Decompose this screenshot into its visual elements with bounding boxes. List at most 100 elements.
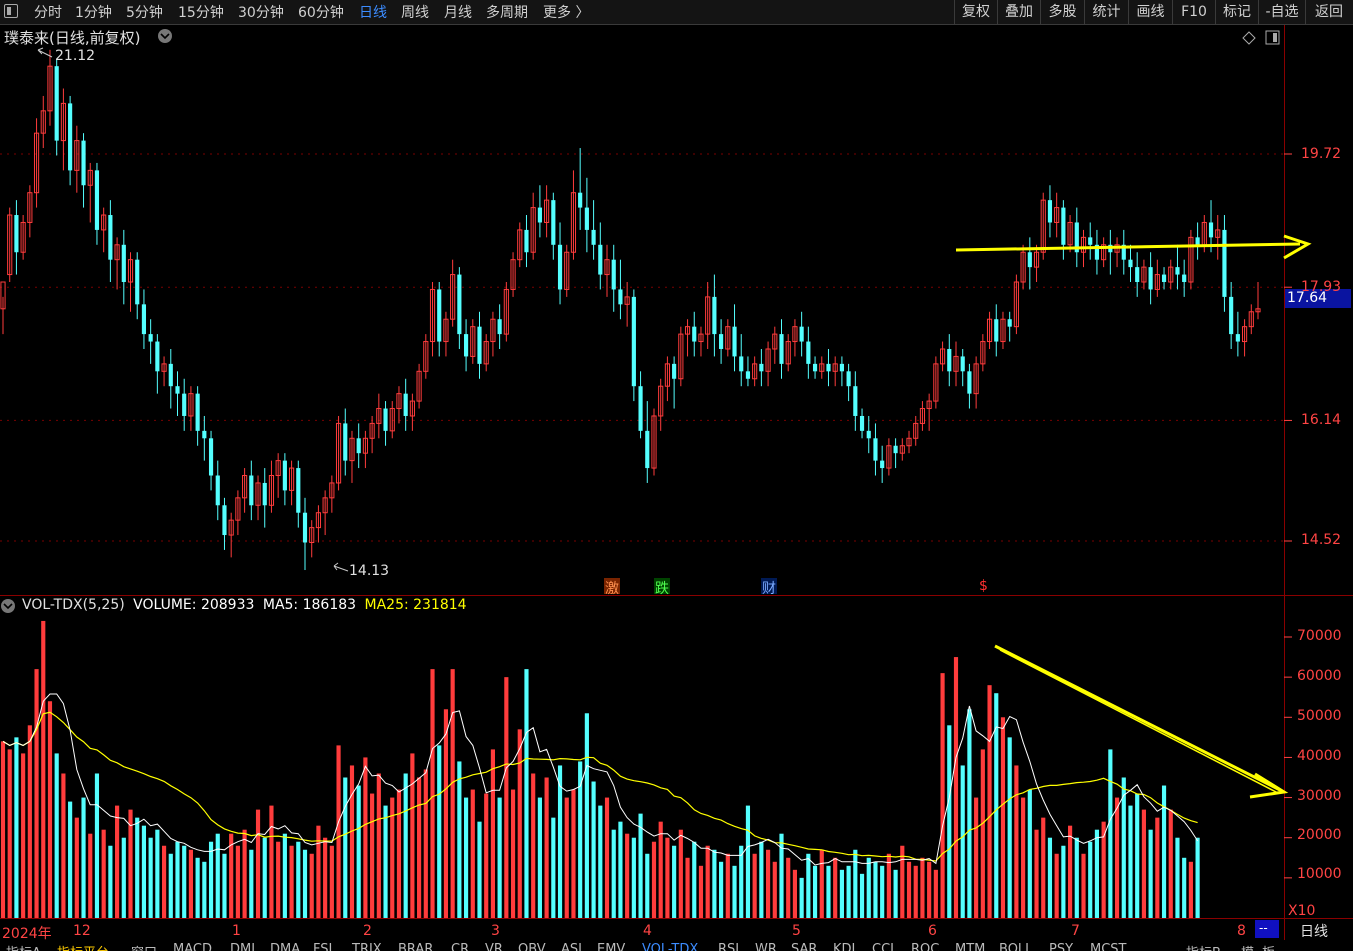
- indicator-tab[interactable]: VR: [485, 942, 503, 951]
- indicator-tab[interactable]: EMV: [597, 942, 626, 951]
- indicator-tab[interactable]: DMI: [230, 942, 256, 951]
- indicator-tab[interactable]: CR: [451, 942, 470, 951]
- candle-body-down: [148, 334, 153, 342]
- volume-bar: [1114, 797, 1120, 918]
- event-marker-bg: [761, 578, 777, 594]
- dropdown-icon[interactable]: [158, 29, 172, 43]
- volume-bar: [108, 845, 113, 918]
- indicator-tab[interactable]: SAR: [791, 942, 818, 951]
- indicator-tab[interactable]: KDJ: [833, 942, 856, 951]
- volume-bar: [1175, 837, 1180, 918]
- indicator-tab[interactable]: DMA: [270, 942, 301, 951]
- indicator-tab[interactable]: ROC: [911, 942, 940, 951]
- vol-indicator-name: VOL-TDX(5,25): [22, 597, 125, 613]
- restore-rights-button[interactable]: 复权: [954, 0, 997, 24]
- indicator-tab[interactable]: MTM: [955, 942, 986, 951]
- volume-bar: [101, 829, 106, 918]
- indicator-tab[interactable]: PSY: [1049, 942, 1074, 951]
- candle-body-up: [450, 274, 456, 320]
- volume-bar: [1135, 793, 1140, 918]
- vol-dropdown-icon[interactable]: [1, 599, 15, 613]
- volume-bar: [1074, 837, 1079, 918]
- volume-bar: [323, 837, 328, 918]
- candle-body-up: [1054, 207, 1060, 223]
- event-marker-dollar[interactable]: $: [979, 578, 988, 594]
- indicator-tab[interactable]: 模: [1241, 942, 1254, 951]
- indicator-tab[interactable]: 板: [1262, 942, 1275, 951]
- volume-bar: [799, 877, 804, 918]
- f10-button[interactable]: F10: [1172, 0, 1215, 24]
- remove-watchlist-button[interactable]: -自选: [1258, 0, 1305, 24]
- candle-body-up: [409, 400, 415, 417]
- indicator-tab[interactable]: MACD: [173, 942, 212, 951]
- tab-5min[interactable]: 5分钟: [126, 5, 163, 21]
- indicator-tab[interactable]: BOLL: [999, 942, 1033, 951]
- indicator-tab[interactable]: 指标平台: [57, 942, 109, 951]
- draw-line-button[interactable]: 画线: [1128, 0, 1172, 24]
- event-marker-drop[interactable]: 跌: [655, 581, 669, 597]
- tab-daily[interactable]: 日线: [359, 5, 387, 21]
- tab-weekly[interactable]: 周线: [401, 5, 429, 21]
- indicator-tab[interactable]: TRIX: [352, 942, 382, 951]
- indicator-tab[interactable]: FSL: [313, 942, 336, 951]
- volume-bar: [470, 789, 475, 918]
- panel-toggle-icon[interactable]: [1265, 30, 1280, 45]
- volume-bar: [1188, 861, 1193, 918]
- high-price-label: 21.12: [55, 48, 96, 64]
- indicator-tab[interactable]: 窗口: [131, 942, 157, 951]
- tab-1min[interactable]: 1分钟: [75, 5, 112, 21]
- candle-body-up: [242, 475, 248, 499]
- corner-indicator[interactable]: --: [1259, 921, 1268, 935]
- candle-body-down: [215, 475, 220, 506]
- candle-body-down: [1208, 222, 1214, 238]
- indicator-tab[interactable]: BRAR: [398, 942, 434, 951]
- candle-body-down: [859, 415, 865, 431]
- event-marker-finance[interactable]: 财: [762, 581, 776, 597]
- tab-monthly[interactable]: 月线: [444, 5, 472, 21]
- indicator-tab[interactable]: WR: [755, 942, 777, 951]
- candle-body-down: [799, 326, 804, 342]
- candle-body-down: [947, 348, 952, 372]
- statistics-button[interactable]: 统计: [1084, 0, 1128, 24]
- candle-body-up: [503, 288, 509, 335]
- indicator-tab-active[interactable]: VOL-TDX: [642, 942, 699, 951]
- event-marker-surge[interactable]: 激: [605, 581, 619, 597]
- candle-body-down: [1128, 259, 1133, 268]
- volume-bar: [235, 845, 240, 918]
- volume-bar: [343, 777, 348, 918]
- indicator-tab[interactable]: OBV: [518, 942, 546, 951]
- volume-bar: [289, 845, 294, 918]
- indicator-tab[interactable]: ASI: [561, 942, 582, 951]
- tab-fenshi[interactable]: 分时: [34, 5, 62, 21]
- candle-body-up: [7, 214, 13, 276]
- indicator-tab[interactable]: MCST: [1090, 942, 1127, 951]
- candle-body-down: [202, 430, 207, 439]
- tab-multi-period[interactable]: 多周期: [486, 5, 528, 21]
- candle-body-up: [1168, 266, 1174, 283]
- mark-button[interactable]: 标记: [1215, 0, 1258, 24]
- candle-body-up: [510, 259, 516, 290]
- indicator-tab[interactable]: 指标A: [6, 942, 41, 951]
- window-toggle-icon[interactable]: [4, 4, 18, 18]
- indicator-tab[interactable]: RSI: [718, 942, 740, 951]
- tab-15min[interactable]: 15分钟: [178, 5, 224, 21]
- vol-tick: 70000: [1297, 628, 1342, 644]
- volume-bar: [437, 745, 442, 918]
- tab-more[interactable]: 更多 〉: [543, 5, 590, 21]
- volume-bar: [752, 853, 757, 918]
- overlay-button[interactable]: 叠加: [997, 0, 1040, 24]
- candle-body-down: [584, 207, 589, 230]
- volume-bar: [806, 853, 811, 918]
- multi-stock-button[interactable]: 多股: [1040, 0, 1084, 24]
- candle-body-down: [168, 363, 173, 387]
- volume-bar: [833, 857, 838, 918]
- back-button[interactable]: 返回: [1305, 0, 1352, 24]
- tab-60min[interactable]: 60分钟: [298, 5, 344, 21]
- indicator-tab[interactable]: CCI: [872, 942, 894, 951]
- indicator-tab[interactable]: 指标B: [1186, 942, 1221, 951]
- candle-body-down: [14, 215, 19, 253]
- diamond-icon[interactable]: [1242, 31, 1256, 45]
- tab-30min[interactable]: 30分钟: [238, 5, 284, 21]
- volume-bar: [712, 849, 717, 918]
